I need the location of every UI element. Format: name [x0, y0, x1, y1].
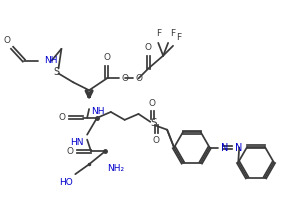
Text: NH: NH	[91, 107, 105, 116]
Text: S: S	[53, 68, 59, 77]
Text: HN: HN	[70, 138, 83, 147]
Text: S: S	[150, 118, 157, 128]
Text: O: O	[122, 74, 129, 83]
Text: N: N	[235, 143, 243, 153]
Text: F: F	[170, 29, 175, 38]
Text: HO: HO	[59, 178, 73, 187]
Text: O: O	[149, 99, 156, 108]
Text: NH: NH	[44, 56, 57, 65]
Text: O: O	[135, 74, 142, 83]
Text: O: O	[3, 36, 10, 45]
Text: O: O	[145, 43, 152, 52]
Text: O: O	[153, 136, 160, 145]
Text: N: N	[222, 143, 229, 153]
Text: F: F	[176, 33, 181, 42]
Text: O: O	[66, 147, 73, 156]
Text: NH₂: NH₂	[107, 164, 124, 173]
Text: F: F	[156, 29, 161, 38]
Text: O: O	[103, 53, 110, 62]
Text: O: O	[58, 113, 66, 122]
